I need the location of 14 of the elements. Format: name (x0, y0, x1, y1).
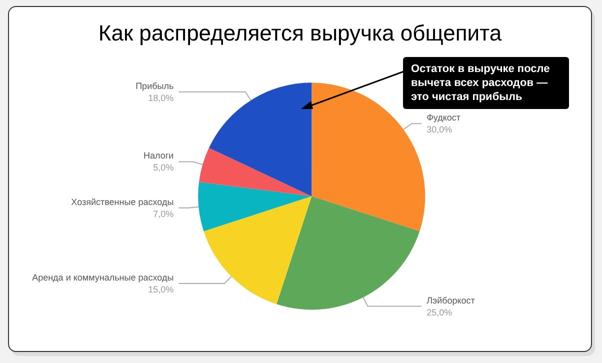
data-label: 15,0% (148, 284, 174, 295)
data-label: 18,0% (148, 92, 174, 103)
data-label: 7,0% (153, 208, 174, 219)
data-label: 25,0% (426, 307, 452, 318)
slice-label: Хозяйственные расходы (71, 196, 174, 207)
chart-title: Как распределяется выручка общепита (98, 20, 502, 46)
slice-label: Аренда и коммунальные расходы (32, 272, 174, 283)
data-label: 30,0% (426, 124, 452, 135)
data-label: 5,0% (153, 162, 174, 173)
slice-label: Лэйборкост (426, 295, 475, 306)
slice-label: Налоги (143, 150, 174, 161)
text: Остаток в выручке после вычета всех расходов — это чистая прибыль (403, 57, 569, 109)
slice-label: Прибыль (136, 80, 174, 91)
slice-label: Фудкост (426, 112, 461, 123)
